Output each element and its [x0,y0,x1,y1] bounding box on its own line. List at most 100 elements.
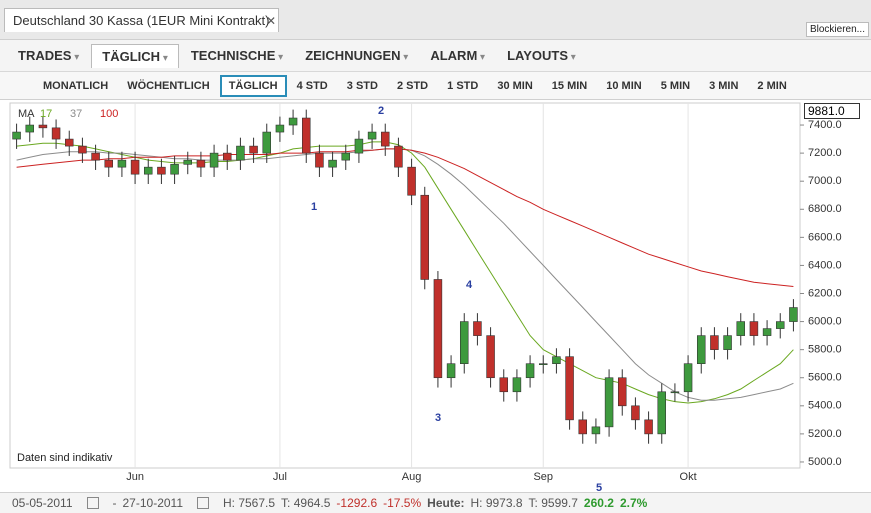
y-tick-label: 5000.0 [808,456,842,468]
wave-label: 4 [466,279,473,291]
menu-item[interactable]: ALARM [420,44,495,67]
timeframe-tab[interactable]: 3 STD [346,79,378,92]
candle-body [657,391,666,435]
today-change: 260.2 [583,496,614,510]
candle-body [644,419,653,435]
candle-body [762,328,772,336]
timeframe-tab[interactable]: WÖCHENTLICH [127,79,210,92]
candle-body [301,117,311,154]
candle-body [538,363,548,365]
candle-body [117,159,127,168]
price-box: 9881.0 [804,103,860,119]
timeframe-tab[interactable]: 1 STD [447,79,479,92]
y-tick-label: 6400.0 [808,259,842,271]
candle-body [275,124,285,133]
timeframe-tab[interactable]: 30 MIN [497,79,533,92]
change: -1292.6 [336,496,378,510]
to-date: 27-10-2011 [122,496,184,510]
candle-body [394,145,403,168]
candle-body [51,127,61,140]
candle-body [341,152,350,161]
candle-body [25,124,34,133]
menu-item[interactable]: LAYOUTS [497,44,586,67]
menu-item[interactable]: TÄGLICH [91,43,179,68]
candle-body [433,279,443,379]
dash: - [112,496,117,510]
candle-body [157,166,166,175]
candle-body [670,391,680,394]
high: H: 7567.5 [223,496,276,510]
candle-body [288,117,298,126]
candle-body [775,321,785,329]
candle-body [262,131,271,154]
wave-label: 1 [311,201,317,213]
note: Daten sind indikativ [17,452,113,464]
candle-body [486,335,495,379]
candle-body [236,145,245,161]
y-tick-label: 7000.0 [808,175,842,187]
candle-body [591,426,601,435]
candle-body [749,321,759,336]
ma-line [16,148,794,287]
x-tick-label: Sep [533,471,553,483]
timeframe-tab[interactable]: MONATLICH [43,79,109,92]
candle-body [565,356,574,421]
plot-area [9,102,801,469]
timeframe-tab[interactable]: 2 MIN [757,79,787,92]
candle-body [249,145,258,154]
block-button[interactable]: Blockieren... [805,22,869,37]
timeframe-tab[interactable]: TÄGLICH [219,74,287,97]
y-tick-label: 5400.0 [808,400,842,412]
y-tick-label: 6600.0 [808,231,842,243]
candle-body [315,152,324,168]
ma-line [16,148,794,401]
candle-body [196,159,206,168]
timeframe-tab[interactable]: 5 MIN [660,79,691,92]
timeframe-tab[interactable]: 3 MIN [709,79,739,92]
legend-entry: 100 [100,108,118,120]
candle-body [104,159,114,168]
candle-body [631,405,640,421]
candle-body [696,335,706,364]
calendar-icon[interactable] [197,497,209,509]
timeframe-tab[interactable]: 2 STD [396,79,429,92]
today-low: T: 9599.7 [528,496,578,510]
candle-body [209,152,219,168]
candle-body [183,159,193,165]
menu-item[interactable]: ZEICHNUNGEN [295,44,418,67]
timeframe-tab[interactable]: 15 MIN [551,79,588,92]
candle-body [499,377,508,393]
legend-label: MA [18,108,35,120]
calendar-icon[interactable] [86,497,99,509]
candle-body [617,377,627,407]
candle-body [446,363,456,379]
candle-body [367,131,377,140]
menu-bar: TRADESTÄGLICHTECHNISCHEZEICHNUNGENALARML… [0,40,871,72]
candle-body [130,159,140,175]
title-bar: Deutschland 30 Kassa (1EUR Mini Kontrakt… [0,0,871,40]
x-tick-label: Jul [273,471,287,483]
candle-body [683,363,693,393]
y-tick-label: 5600.0 [808,372,842,384]
candle-body [723,335,732,350]
timeframe-tab[interactable]: 10 MIN [606,79,642,92]
y-tick-label: 5800.0 [808,344,842,356]
today-high: H: 9973.8 [470,496,523,510]
candle-body [78,145,87,154]
candle-body [512,377,522,393]
candle-body [144,166,153,175]
candle-body [789,307,798,322]
y-tick-label: 6000.0 [808,315,842,327]
timeframe-tab[interactable]: 4 STD [296,79,328,92]
candle-body [91,152,100,161]
menu-item[interactable]: TRADES [8,44,89,67]
window-tab[interactable]: Deutschland 30 Kassa (1EUR Mini Kontrakt… [4,8,279,32]
candle-body [380,131,390,147]
close-icon[interactable]: ✕ [266,14,277,28]
candle-body [354,138,364,154]
menu-item[interactable]: TECHNISCHE [181,44,293,67]
low: T: 4964.5 [281,496,331,510]
x-tick-label: Jun [126,471,144,483]
legend-entry: 17 [40,108,52,120]
